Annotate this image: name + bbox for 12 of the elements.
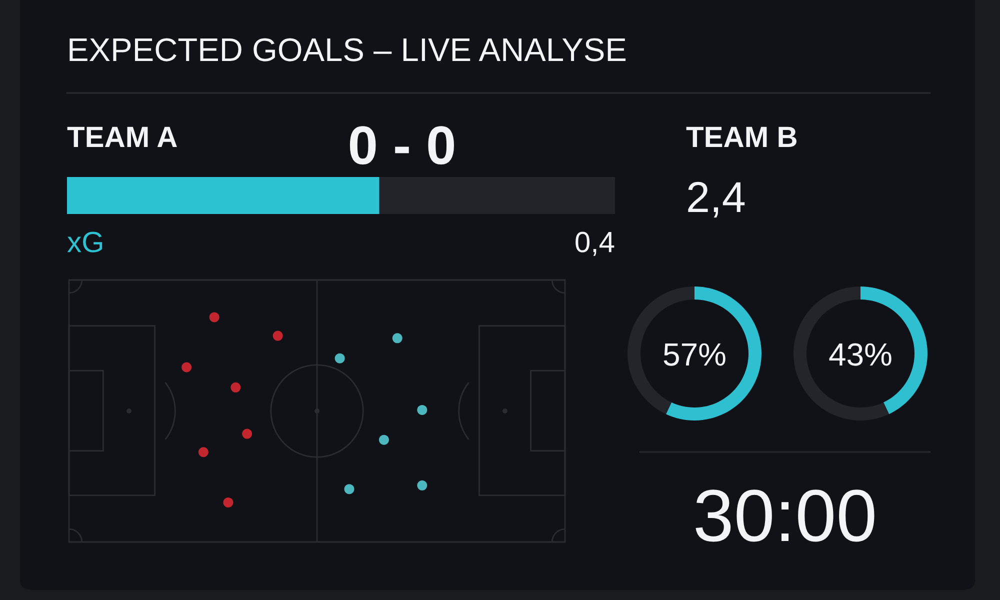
text: 0 - 0 — [350, 126, 454, 165]
text: 30:00 — [696, 490, 874, 542]
text: 43% — [829, 343, 892, 366]
text: 2,4 — [688, 182, 745, 218]
donut-slice — [666, 286, 762, 420]
text: TEAM B — [686, 126, 796, 147]
text: EXPECTED GOALS – LIVE ANALYSE — [70, 38, 626, 62]
text: 0,4 — [576, 232, 614, 256]
text: 57% — [664, 343, 726, 366]
series-label: xG — [67, 232, 102, 252]
text: TEAM A — [67, 126, 177, 147]
donut-slice — [794, 286, 890, 420]
